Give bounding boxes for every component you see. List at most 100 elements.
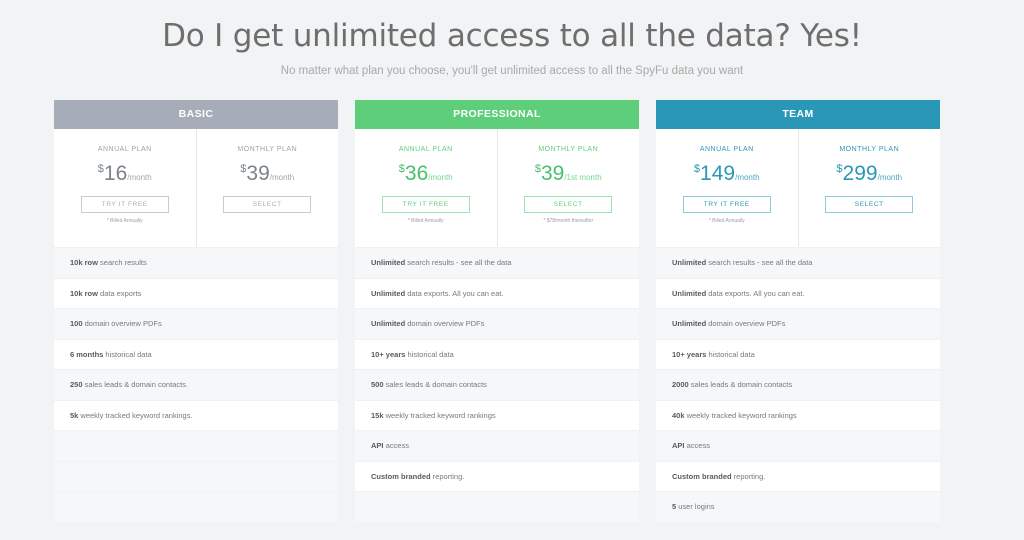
feature-row: Custom branded reporting. bbox=[355, 460, 639, 491]
plan-term-label: ANNUAL PLAN bbox=[699, 146, 754, 153]
feature-row: 10k row search results bbox=[54, 247, 338, 278]
feature-row bbox=[54, 491, 338, 522]
plan-price: $39/month bbox=[197, 162, 339, 186]
feature-highlight: Unlimited bbox=[672, 258, 707, 267]
feature-highlight: 5 bbox=[672, 502, 677, 511]
feature-list: Unlimited search results - see all the d… bbox=[656, 247, 940, 522]
plan-card-pro: PROFESSIONAL ANNUAL PLAN $36/month TRY IT F… bbox=[355, 100, 639, 522]
feature-text: search results bbox=[97, 258, 147, 267]
feature-text: weekly tracked keyword rankings. bbox=[78, 410, 193, 420]
plan-pricing: ANNUAL PLAN $36/month TRY IT FREE * Billed … bbox=[355, 129, 639, 247]
currency-symbol: $ bbox=[398, 163, 405, 175]
feature-highlight: Custom branded bbox=[371, 471, 431, 481]
feature-highlight: 500 bbox=[371, 380, 384, 389]
feature-highlight: 6 months bbox=[70, 349, 104, 359]
feature-text: sales leads & domain contacts. bbox=[82, 380, 188, 389]
price-period: /month bbox=[269, 173, 295, 182]
billing-note: * Billed Annually bbox=[106, 218, 143, 224]
annual-plan-column: ANNUAL PLAN $149/month TRY IT FREE * Billed… bbox=[656, 129, 798, 247]
feature-row: 5k weekly tracked keyword rankings. bbox=[54, 399, 338, 430]
plan-term-label: MONTHLY PLAN bbox=[839, 146, 900, 153]
feature-row: Unlimited search results - see all the d… bbox=[656, 247, 940, 278]
page-subtitle: No matter what plan you choose, you'll g… bbox=[280, 65, 744, 77]
plan-card-team: TEAM ANNUAL PLAN $149/month TRY IT FREE * Bi… bbox=[656, 100, 940, 522]
feature-highlight: 40k bbox=[672, 410, 685, 420]
plan-card-basic: BASIC ANNUAL PLAN $16/month TRY IT FREE * Bi… bbox=[54, 100, 338, 522]
feature-row bbox=[54, 460, 338, 491]
feature-highlight: 10+ years bbox=[371, 349, 406, 359]
feature-text: sales leads & domain contacts bbox=[383, 380, 487, 389]
billing-note: * Billed Annually bbox=[407, 218, 444, 224]
billing-note: * $78/month thereafter bbox=[543, 218, 594, 224]
feature-row: API access bbox=[355, 430, 639, 461]
feature-text: historical data bbox=[706, 349, 755, 359]
feature-row: 15k weekly tracked keyword rankings bbox=[355, 399, 639, 430]
feature-highlight: 15k bbox=[371, 410, 384, 420]
feature-highlight: API bbox=[371, 441, 384, 450]
feature-text: sales leads & domain contacts bbox=[688, 380, 793, 389]
plan-price: $299/month bbox=[799, 162, 941, 186]
price-period: /month bbox=[877, 173, 903, 182]
plan-price: $36/month bbox=[355, 162, 497, 186]
feature-text: domain overview PDFs bbox=[82, 319, 162, 328]
feature-highlight: 10+ years bbox=[672, 349, 707, 359]
select-button[interactable]: SELECT bbox=[223, 196, 312, 213]
try-it-free-button[interactable]: TRY IT FREE bbox=[381, 196, 470, 213]
feature-text: data exports. All you can eat. bbox=[405, 288, 504, 298]
feature-text: user logins bbox=[676, 502, 715, 511]
annual-plan-column: ANNUAL PLAN $36/month TRY IT FREE * Billed … bbox=[355, 129, 497, 247]
feature-row: 100 domain overview PDFs bbox=[54, 308, 338, 339]
try-it-free-button[interactable]: TRY IT FREE bbox=[80, 196, 169, 213]
monthly-plan-column: MONTHLY PLAN $39/month SELECT bbox=[195, 129, 339, 247]
price-period: /month bbox=[127, 173, 152, 182]
feature-text: reporting. bbox=[731, 471, 766, 481]
price-period: /1st month bbox=[564, 173, 602, 182]
feature-row: 10+ years historical data bbox=[355, 338, 639, 369]
feature-highlight: 2000 bbox=[672, 380, 689, 389]
price-amount: 36 bbox=[404, 162, 429, 185]
feature-text: reporting. bbox=[430, 471, 465, 481]
try-it-free-button[interactable]: TRY IT FREE bbox=[682, 196, 771, 213]
feature-text: access bbox=[684, 441, 710, 450]
feature-row: 250 sales leads & domain contacts. bbox=[54, 369, 338, 400]
plan-term-label: MONTHLY PLAN bbox=[237, 146, 298, 153]
plan-term-label: ANNUAL PLAN bbox=[398, 146, 453, 153]
feature-row: 10k row data exports bbox=[54, 277, 338, 308]
currency-symbol: $ bbox=[97, 163, 104, 175]
price-amount: 149 bbox=[700, 162, 736, 185]
feature-text: data exports. All you can eat. bbox=[706, 288, 805, 298]
feature-row: Unlimited domain overview PDFs bbox=[656, 308, 940, 339]
currency-symbol: $ bbox=[836, 163, 843, 175]
feature-list: Unlimited search results - see all the d… bbox=[355, 247, 639, 522]
feature-highlight: Unlimited bbox=[672, 288, 707, 298]
price-period: /month bbox=[428, 173, 453, 182]
currency-symbol: $ bbox=[240, 163, 247, 175]
select-button[interactable]: SELECT bbox=[825, 196, 914, 213]
feature-row bbox=[355, 491, 639, 522]
price-amount: 299 bbox=[842, 162, 878, 185]
feature-text: historical data bbox=[103, 349, 152, 359]
feature-row: 500 sales leads & domain contacts bbox=[355, 369, 639, 400]
price-period: /month bbox=[735, 173, 760, 182]
feature-row: 10+ years historical data bbox=[656, 338, 940, 369]
feature-text: access bbox=[383, 441, 409, 450]
feature-highlight: Custom branded bbox=[672, 471, 732, 481]
feature-highlight: Unlimited bbox=[371, 288, 406, 298]
feature-row: API access bbox=[656, 430, 940, 461]
feature-list: 10k row search results 10k row data expor… bbox=[54, 247, 338, 522]
feature-text: domain overview PDFs bbox=[706, 319, 786, 328]
plan-name: BASIC bbox=[54, 100, 338, 129]
feature-text: search results - see all the data bbox=[706, 258, 813, 267]
feature-row: Unlimited domain overview PDFs bbox=[355, 308, 639, 339]
currency-symbol: $ bbox=[534, 163, 541, 175]
plan-term-label: MONTHLY PLAN bbox=[538, 146, 599, 153]
feature-highlight: Unlimited bbox=[672, 319, 707, 328]
feature-row: Unlimited data exports. All you can eat. bbox=[355, 277, 639, 308]
select-button[interactable]: SELECT bbox=[524, 196, 613, 213]
feature-row: 5 user logins bbox=[656, 491, 940, 522]
feature-row: 2000 sales leads & domain contacts bbox=[656, 369, 940, 400]
monthly-plan-column: MONTHLY PLAN $39/1st month SELECT * $78/mon… bbox=[496, 129, 640, 247]
feature-text: data exports bbox=[97, 288, 142, 298]
plan-name: PROFESSIONAL bbox=[355, 100, 639, 129]
plan-price: $39/1st month bbox=[498, 162, 640, 186]
